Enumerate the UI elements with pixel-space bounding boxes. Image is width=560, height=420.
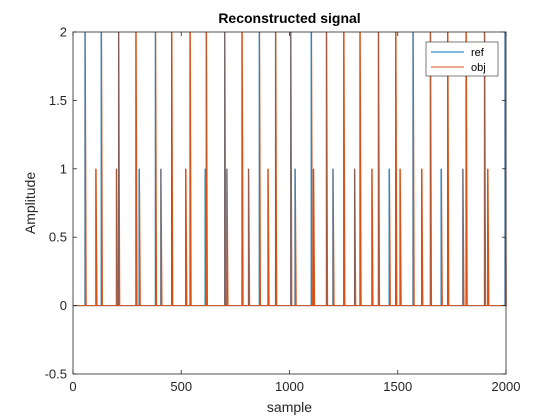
x-tick-label: 2000 — [492, 379, 521, 394]
x-tick-label: 500 — [170, 379, 192, 394]
y-tick-label: 1 — [60, 161, 67, 176]
y-tick-label: 2 — [60, 25, 67, 40]
y-tick-label: 0 — [60, 298, 67, 313]
y-axis-label: Amplitude — [22, 172, 38, 234]
y-tick-label: -0.5 — [45, 367, 67, 382]
plot-area — [73, 32, 506, 374]
x-axis-label: sample — [267, 399, 312, 415]
legend-box — [425, 41, 499, 77]
series-layer — [73, 31, 507, 307]
y-tick-label: 1.5 — [49, 93, 67, 108]
legend[interactable]: ref obj — [425, 41, 499, 77]
x-tick-label: 1500 — [383, 379, 412, 394]
y-axis-ticks: -0.5 0 0.5 1 1.5 2 — [45, 25, 506, 382]
x-tick-label: 0 — [69, 379, 76, 394]
x-tick-label: 1000 — [275, 379, 304, 394]
x-axis-ticks: 0 500 1000 1500 2000 — [69, 32, 520, 394]
y-tick-label: 0.5 — [49, 230, 67, 245]
legend-label-ref: ref — [471, 47, 485, 59]
chart-title: Reconstructed signal — [218, 10, 360, 26]
legend-label-obj: obj — [471, 62, 486, 74]
series-line-obj — [73, 31, 507, 307]
